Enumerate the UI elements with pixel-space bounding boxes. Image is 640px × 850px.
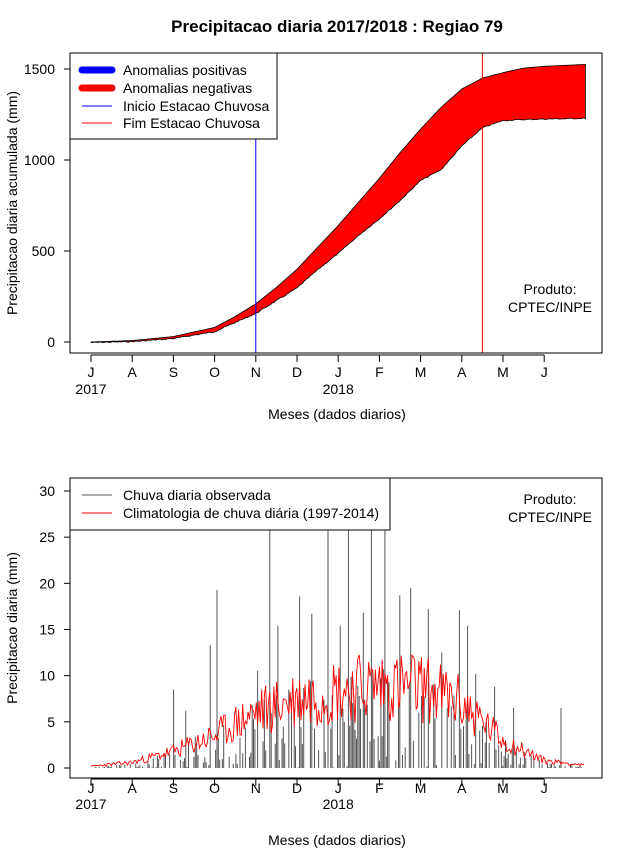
x-tick-label: A [128, 780, 138, 796]
x-tick-label: J [88, 364, 95, 380]
legend-label-observed: Chuva diaria observada [123, 487, 271, 503]
x-tick-label: O [209, 364, 220, 380]
x-tick-label: S [169, 364, 178, 380]
year-label: 2018 [323, 381, 354, 397]
x-tick-label: M [497, 364, 509, 380]
figure-title: Precipitacao diaria 2017/2018 : Regiao 7… [171, 17, 503, 36]
product-label-line1: Produto: [524, 491, 577, 507]
x-tick-label: F [375, 364, 384, 380]
legend-label-negative: Anomalias negativas [123, 80, 252, 96]
y-tick-label: 0 [47, 760, 55, 776]
x-tick-label: M [415, 364, 427, 380]
x-tick-label: D [292, 364, 302, 380]
x-tick-label: M [415, 780, 427, 796]
negative-anomaly-band [90, 63, 586, 344]
legend-label-end: Fim Estacao Chuvosa [123, 115, 260, 131]
plot-frame [69, 52, 603, 354]
x-tick-label: J [335, 780, 342, 796]
year-label: 2017 [75, 796, 106, 812]
y-tick-label: 15 [39, 622, 55, 638]
product-label-line2: CPTEC/INPE [508, 299, 592, 315]
y-tick-label: 500 [32, 243, 56, 259]
legend-label-positive: Anomalias positivas [123, 62, 247, 78]
anomaly-area [90, 63, 586, 344]
x-tick-label: J [541, 364, 548, 380]
legend: Anomalias positivas Anomalias negativas … [69, 52, 278, 140]
x-axis-label: Meses (dados diarios) [268, 406, 406, 422]
x-tick-label: A [128, 364, 138, 380]
x-tick-label: A [457, 780, 467, 796]
x-tick-label: J [88, 780, 95, 796]
x-tick-label: A [457, 364, 467, 380]
legend-label-climatology: Climatologia de chuva diária (1997-2014) [123, 505, 379, 521]
x-tick-label: O [209, 780, 220, 796]
x-tick-label: S [169, 780, 178, 796]
y-axis-label: Precipitacao diaria (mm) [4, 552, 20, 704]
legend-label-onset: Inicio Estacao Chuvosa [123, 98, 270, 114]
y-tick-label: 5 [47, 714, 55, 730]
x-tick-label: J [541, 780, 548, 796]
daily-bars [94, 491, 582, 768]
x-tick-label: M [497, 780, 509, 796]
x-tick-label: N [251, 364, 261, 380]
climatology-line [90, 654, 585, 768]
product-label-line1: Produto: [524, 281, 577, 297]
y-tick-label: 1000 [24, 152, 55, 168]
x-axis-label: Meses (dados diarios) [268, 832, 406, 848]
x-tick-label: N [251, 780, 261, 796]
x-tick-label: J [335, 364, 342, 380]
y-axis: 0 500 1000 1500 [24, 61, 70, 350]
y-tick-label: 30 [39, 483, 55, 499]
product-label-line2: CPTEC/INPE [508, 509, 592, 525]
year-label: 2017 [75, 381, 106, 397]
y-tick-label: 25 [39, 529, 55, 545]
y-axis: 0 5 10 15 20 25 30 [39, 483, 70, 776]
x-tick-label: D [292, 780, 302, 796]
y-tick-label: 20 [39, 575, 55, 591]
y-tick-label: 1500 [24, 61, 55, 77]
legend: Chuva diaria observada Climatologia de c… [69, 477, 391, 531]
year-label: 2018 [323, 796, 354, 812]
y-tick-label: 10 [39, 668, 55, 684]
legend-box [69, 477, 391, 531]
y-axis-label: Precipitacao diaria acumulada (mm) [4, 91, 20, 315]
y-tick-label: 0 [47, 334, 55, 350]
x-tick-label: F [375, 780, 384, 796]
